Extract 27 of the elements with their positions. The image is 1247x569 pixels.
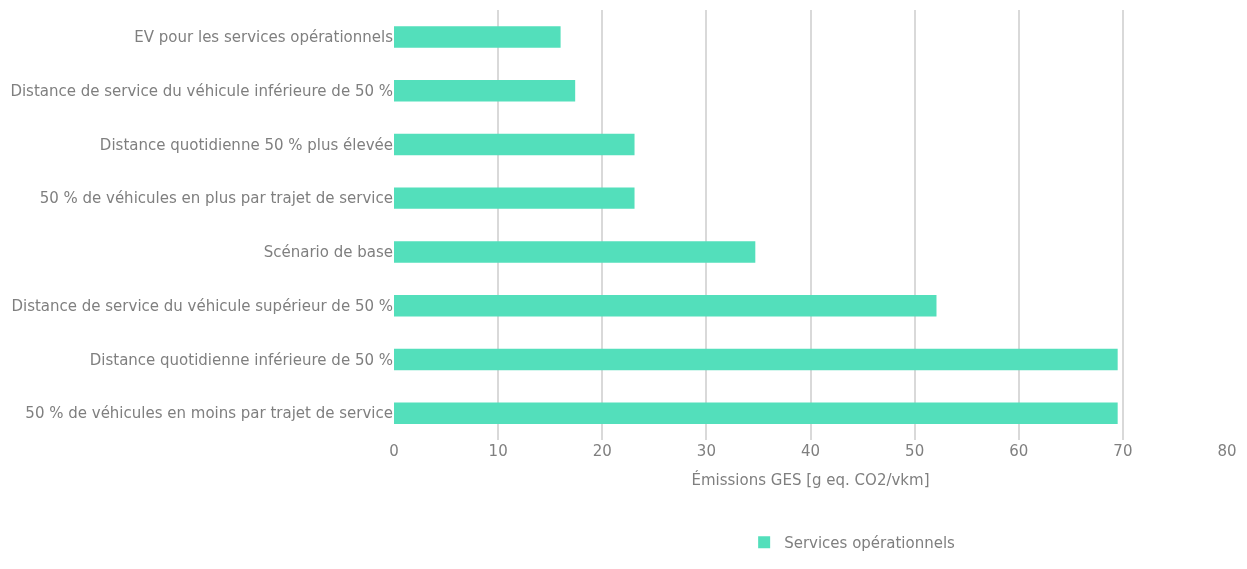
y-tick-label: EV pour les services opérationnels [134, 28, 394, 47]
y-tick-label: 50 % de véhicules en moins par trajet de service [25, 404, 393, 423]
x-tick-label: 30 [696, 442, 716, 460]
x-tick-label: 0 [389, 442, 399, 460]
y-tick-label: Scénario de base [263, 243, 393, 262]
x-tick-label: 60 [1009, 442, 1029, 460]
bar [394, 348, 1118, 371]
x-tick-label: 10 [488, 442, 508, 460]
bar [394, 133, 635, 156]
y-tick-label: 50 % de véhicules en plus par trajet de service [39, 189, 393, 208]
bar [394, 187, 635, 209]
bar [394, 241, 756, 263]
bar [394, 294, 937, 317]
y-tick-label: Distance quotidienne 50 % plus élevée [99, 135, 393, 154]
bar [394, 79, 576, 102]
x-tick-label: 40 [800, 442, 821, 460]
x-tick-label: 50 [905, 442, 925, 460]
y-tick-label: Distance de service du véhicule supérieur de 50 % [11, 296, 393, 315]
y-tick-label: Distance de service du véhicule inférieure de 50 % [10, 81, 393, 100]
legend-label: Services opérationnels [784, 534, 956, 553]
x-tick-label: 80 [1217, 442, 1237, 460]
bar [394, 26, 561, 48]
bar [394, 402, 1118, 424]
x-tick-label: 70 [1113, 442, 1133, 460]
y-tick-label: Distance quotidienne inférieure de 50 % [89, 350, 393, 369]
x-tick-label: 20 [592, 442, 612, 460]
x-axis-title: Émissions GES [g eq. CO2/vkm] [691, 470, 930, 489]
